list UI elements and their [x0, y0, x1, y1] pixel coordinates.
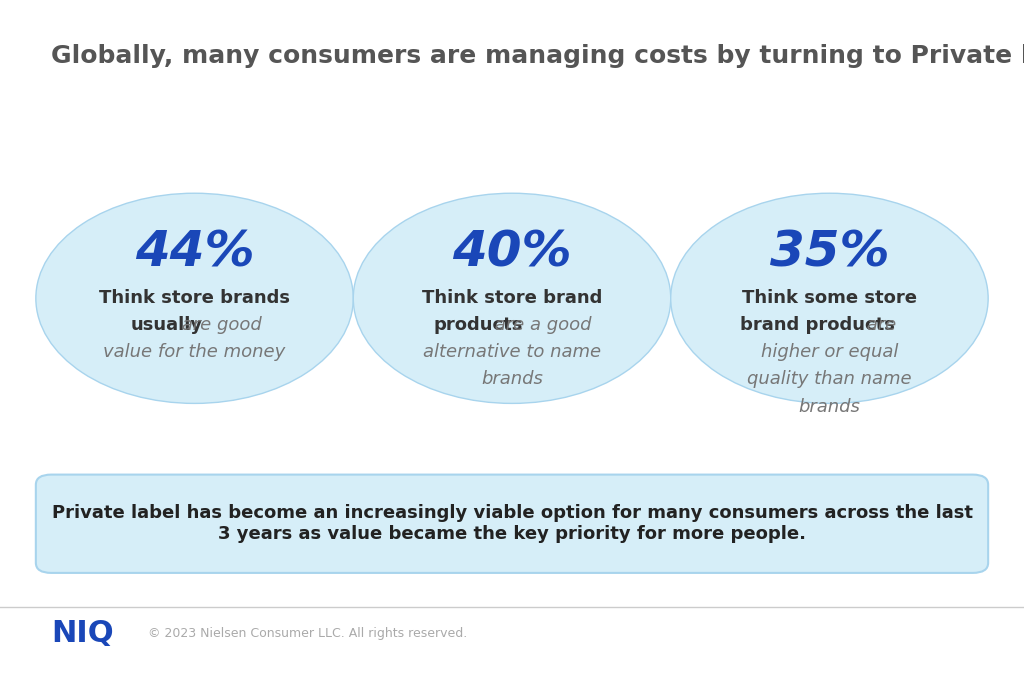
Text: Globally, many consumers are managing costs by turning to Private label: Globally, many consumers are managing co… — [51, 44, 1024, 68]
Text: are good: are good — [176, 316, 262, 334]
Text: quality than name: quality than name — [748, 370, 911, 388]
Text: products: products — [433, 316, 523, 334]
Text: 44%: 44% — [135, 228, 254, 276]
Text: usually: usually — [131, 316, 203, 334]
Text: are a good: are a good — [488, 316, 591, 334]
Text: higher or equal: higher or equal — [761, 343, 898, 361]
FancyBboxPatch shape — [36, 475, 988, 573]
Circle shape — [353, 193, 671, 403]
Text: Private label has become an increasingly viable option for many consumers across: Private label has become an increasingly… — [51, 504, 973, 543]
Text: Think some store: Think some store — [742, 289, 916, 307]
Text: 40%: 40% — [453, 228, 571, 276]
Text: brand products: brand products — [739, 316, 895, 334]
Text: brands: brands — [481, 370, 543, 388]
Text: brands: brands — [799, 397, 860, 416]
Text: © 2023 Nielsen Consumer LLC. All rights reserved.: © 2023 Nielsen Consumer LLC. All rights … — [148, 627, 468, 641]
Circle shape — [671, 193, 988, 403]
Text: NIQ: NIQ — [51, 620, 114, 648]
Text: are: are — [860, 316, 896, 334]
Text: alternative to name: alternative to name — [423, 343, 601, 361]
Text: value for the money: value for the money — [103, 343, 286, 361]
Circle shape — [36, 193, 353, 403]
Text: 35%: 35% — [770, 228, 889, 276]
Text: Think store brands: Think store brands — [99, 289, 290, 307]
Text: Think store brand: Think store brand — [422, 289, 602, 307]
